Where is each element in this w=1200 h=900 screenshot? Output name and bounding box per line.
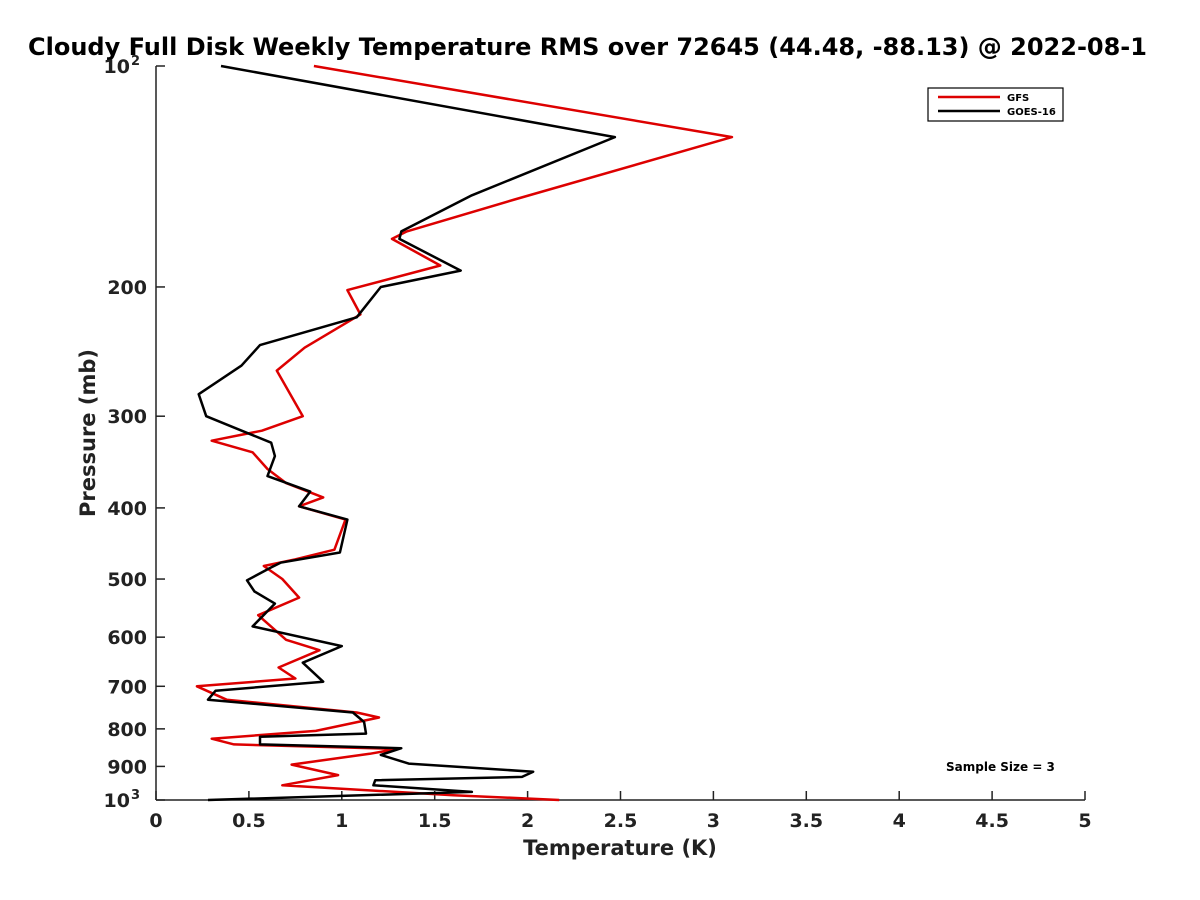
y-tick-label-exponent: 2 bbox=[131, 54, 140, 69]
y-tick-label: 500 bbox=[107, 569, 147, 591]
chart-title: Cloudy Full Disk Weekly Temperature RMS … bbox=[28, 33, 1147, 61]
legend-label-gfs: GFS bbox=[1007, 93, 1029, 104]
plot-series bbox=[195, 64, 734, 802]
y-axis-label: Pressure (mb) bbox=[76, 349, 100, 517]
x-tick-label: 2.5 bbox=[604, 810, 638, 832]
x-axis: 0 0.5 1 1.5 2 2.5 3 3.5 4 4.5 5 bbox=[149, 791, 1092, 832]
x-tick-label: 3 bbox=[707, 810, 720, 832]
x-tick-label: 1 bbox=[335, 810, 348, 832]
y-tick-label: 700 bbox=[107, 676, 147, 698]
y-tick-label: 800 bbox=[107, 719, 147, 741]
y-tick-label: 400 bbox=[107, 498, 147, 520]
x-tick-label: 3.5 bbox=[789, 810, 823, 832]
x-tick-label: 5 bbox=[1078, 810, 1091, 832]
x-tick-label: 0.5 bbox=[232, 810, 266, 832]
y-tick-label: 200 bbox=[107, 277, 147, 299]
x-tick-label: 2 bbox=[521, 810, 534, 832]
x-tick-label: 1.5 bbox=[418, 810, 452, 832]
x-tick-label: 4 bbox=[893, 810, 906, 832]
x-axis-label: Temperature (K) bbox=[523, 836, 717, 860]
x-tick-label: 0 bbox=[149, 810, 162, 832]
x-tick-label: 4.5 bbox=[975, 810, 1009, 832]
legend-label-goes16: GOES-16 bbox=[1007, 107, 1056, 118]
series-line-goes16 bbox=[197, 64, 617, 802]
legend: GFS GOES-16 bbox=[927, 87, 1064, 122]
y-tick-label-base: 10 bbox=[104, 790, 130, 812]
y-tick-label: 300 bbox=[107, 406, 147, 428]
y-tick-label-base: 10 bbox=[104, 56, 130, 78]
legend-box bbox=[927, 87, 1064, 122]
y-tick-label-exponent: 3 bbox=[131, 788, 140, 803]
y-tick-label: 600 bbox=[107, 627, 147, 649]
sample-size-annotation: Sample Size = 3 bbox=[946, 760, 1055, 774]
y-tick-label: 900 bbox=[107, 756, 147, 778]
